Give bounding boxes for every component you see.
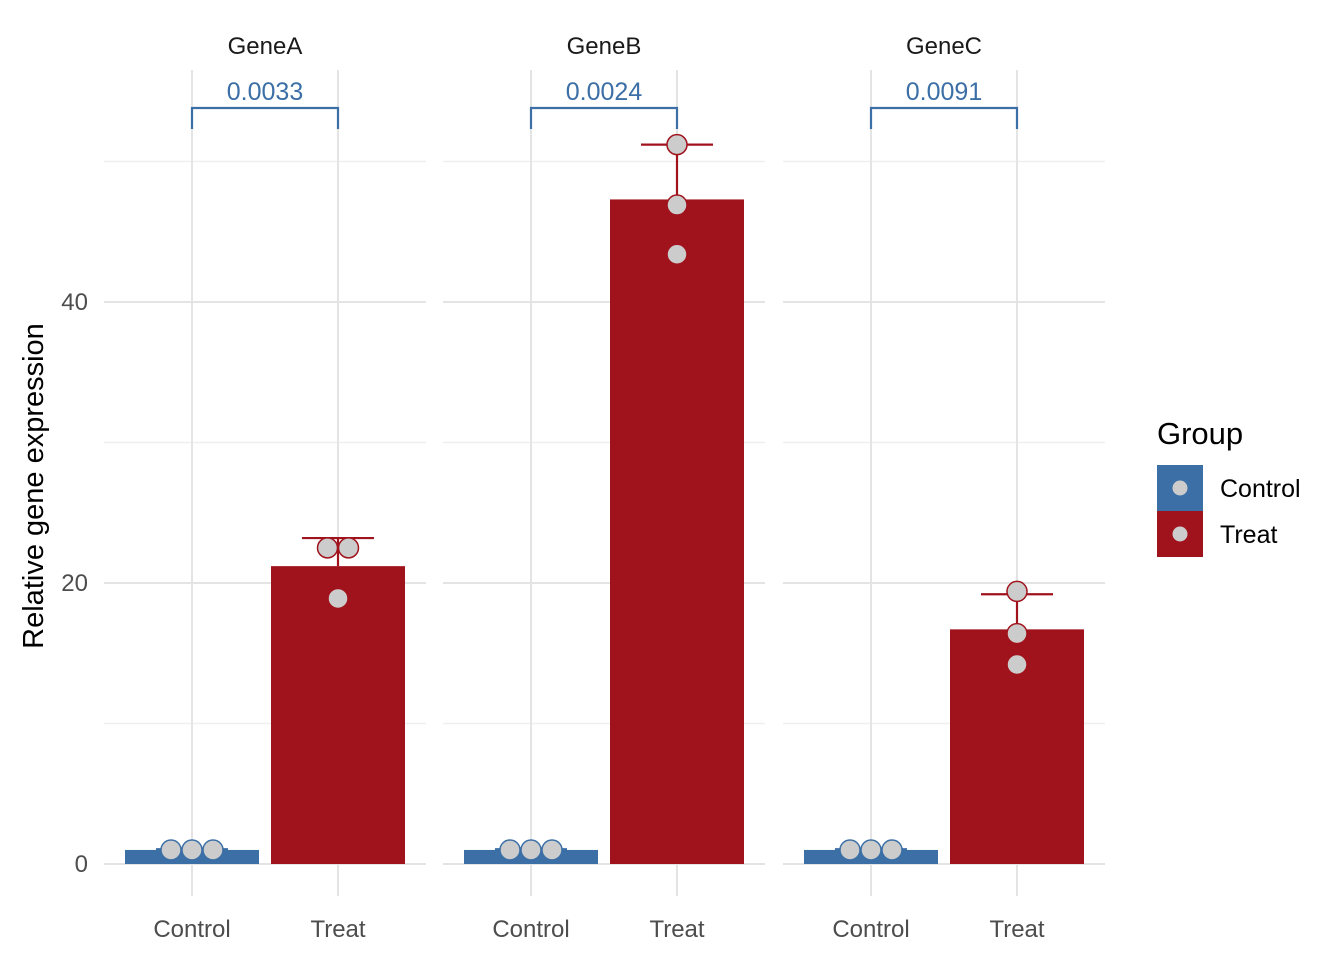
facet-label: GeneC — [906, 33, 982, 60]
facet-panel-genec: GeneC 0.0091 Control Treat — [783, 33, 1105, 943]
bar-treat — [610, 199, 744, 864]
data-point-treat — [337, 537, 360, 559]
data-point-control — [541, 839, 563, 861]
legend: Group Control Treat — [1157, 416, 1301, 557]
legend-label: Control — [1220, 475, 1301, 503]
data-point-treat — [316, 537, 339, 559]
chart-panels: GeneA 0.0033 Control Treat GeneB 0.0024 Contro… — [104, 33, 1105, 943]
y-tick-label: 20 — [61, 570, 88, 597]
facet-panel-genea: GeneA 0.0033 Control Treat — [104, 33, 426, 943]
p-value-label: 0.0024 — [566, 78, 643, 106]
p-value-label: 0.0033 — [227, 78, 303, 106]
legend-item-treat: Treat — [1157, 511, 1277, 557]
legend-label: Treat — [1220, 521, 1277, 549]
y-axis: 0 20 40 — [61, 289, 88, 878]
significance-bracket — [869, 106, 1019, 129]
data-point-treat — [666, 133, 688, 156]
y-axis-label: Relative gene expression — [18, 323, 50, 649]
data-point-treat — [1006, 580, 1028, 603]
x-tick-label: Treat — [649, 916, 704, 943]
y-tick-label: 0 — [75, 851, 88, 878]
x-tick-label: Control — [492, 916, 569, 943]
x-tick-label: Treat — [989, 916, 1044, 943]
legend-point-icon — [1172, 480, 1188, 496]
x-tick-label: Control — [832, 916, 909, 943]
legend-item-control: Control — [1157, 465, 1301, 511]
facet-label: GeneA — [228, 33, 303, 60]
y-tick-label: 40 — [61, 289, 88, 316]
data-point-control — [160, 839, 182, 861]
facet-label: GeneB — [567, 33, 642, 60]
significance-bracket — [529, 106, 679, 129]
data-point-treat — [666, 194, 688, 216]
x-tick-label: Control — [153, 916, 230, 943]
x-tick-label: Treat — [310, 916, 365, 943]
bar-treat — [271, 566, 405, 864]
legend-title: Group — [1157, 416, 1243, 451]
data-point-treat — [666, 243, 688, 265]
facet-panel-geneb: GeneB 0.0024 Control Treat — [443, 33, 765, 943]
data-point-treat — [1006, 622, 1028, 645]
significance-bracket — [190, 106, 340, 129]
data-point-control — [499, 839, 521, 861]
data-point-control — [860, 839, 882, 861]
p-value-label: 0.0091 — [906, 78, 982, 106]
data-point-control — [839, 839, 861, 861]
data-point-control — [181, 839, 203, 861]
data-point-control — [520, 839, 542, 861]
legend-point-icon — [1172, 526, 1188, 542]
data-point-treat — [1006, 653, 1028, 676]
data-point-control — [202, 839, 224, 861]
data-point-control — [881, 839, 903, 861]
data-point-treat — [327, 587, 349, 610]
